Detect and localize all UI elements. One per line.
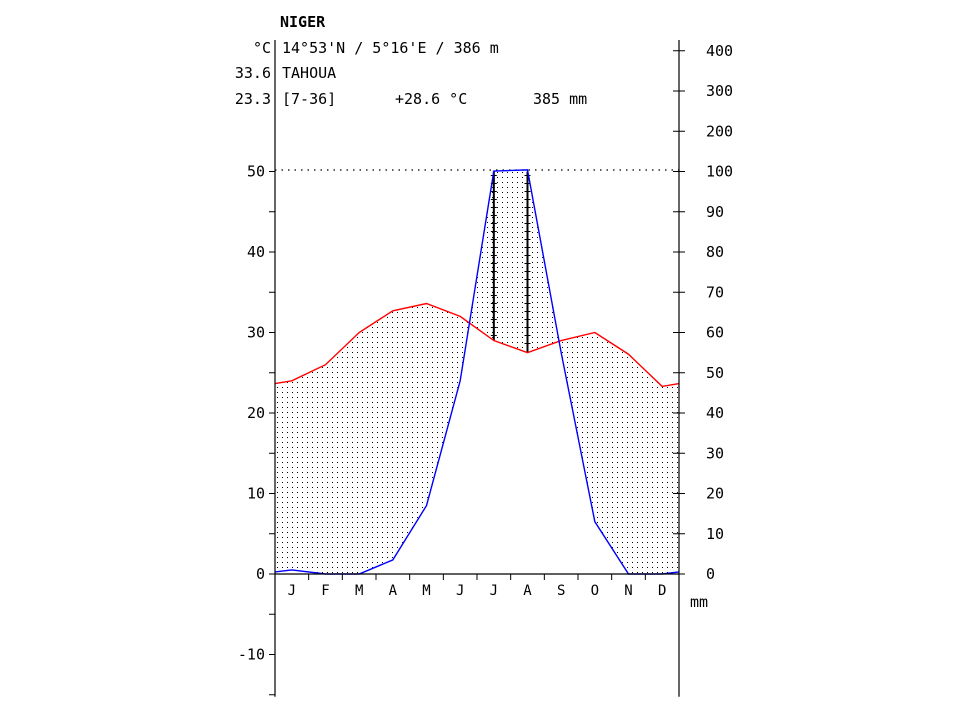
left-tick-label: 40 bbox=[247, 243, 265, 261]
right-tick-label: 30 bbox=[706, 444, 724, 462]
month-label: J bbox=[288, 583, 296, 599]
plot-area: -10 0 10 20 30 40 50 0 10 20 30 40 50 60 70 80 90 100 200 3… bbox=[238, 40, 733, 697]
month-label: F bbox=[321, 583, 329, 599]
left-tick-label: 30 bbox=[247, 324, 265, 342]
month-label: O bbox=[591, 583, 599, 599]
right-tick-label: 50 bbox=[706, 364, 724, 382]
temperature-line bbox=[274, 302, 680, 388]
right-tick-label: 10 bbox=[706, 525, 724, 543]
right-tick-label: 80 bbox=[706, 243, 724, 261]
station-name: TAHOUA bbox=[282, 64, 336, 82]
left-tick-label: 50 bbox=[247, 163, 265, 181]
right-tick-label: 100 bbox=[706, 163, 733, 181]
right-tick-label: 40 bbox=[706, 404, 724, 422]
left-tick-label: 0 bbox=[256, 565, 265, 583]
annual-precip: 385 mm bbox=[533, 90, 587, 108]
month-label: N bbox=[624, 583, 632, 599]
left-tick-label: 20 bbox=[247, 404, 265, 422]
month-label: M bbox=[422, 583, 430, 599]
month-label: A bbox=[523, 583, 532, 599]
month-label: D bbox=[658, 583, 666, 599]
period-text: [7-36] bbox=[282, 90, 336, 108]
precip-unit-label: mm bbox=[690, 593, 708, 611]
annual-mean-temp: +28.6 °C bbox=[395, 90, 467, 108]
min-temp-text: 23.3 bbox=[235, 90, 271, 108]
max-temp-text: 33.6 bbox=[235, 64, 271, 82]
right-tick-label: 20 bbox=[706, 485, 724, 503]
month-label: M bbox=[355, 583, 363, 599]
left-tick-label: 10 bbox=[247, 485, 265, 503]
left-unit-label: °C bbox=[253, 39, 271, 57]
right-tick-label: 200 bbox=[706, 122, 733, 140]
right-tick-label: 0 bbox=[706, 565, 715, 583]
right-tick-label: 400 bbox=[706, 42, 733, 60]
right-tick-label: 70 bbox=[706, 283, 724, 301]
month-label: A bbox=[389, 583, 398, 599]
right-tick-label: 90 bbox=[706, 203, 724, 221]
chart-title: NIGER bbox=[280, 13, 326, 31]
location-text: 14°53'N / 5°16'E / 386 m bbox=[282, 39, 499, 57]
arid-period-area bbox=[275, 169, 679, 574]
month-label: J bbox=[490, 583, 498, 599]
left-tick-label: -10 bbox=[238, 646, 265, 664]
right-tick-label: 300 bbox=[706, 82, 733, 100]
right-tick-label: 60 bbox=[706, 324, 724, 342]
month-label: J bbox=[456, 583, 464, 599]
month-label: S bbox=[557, 583, 565, 599]
